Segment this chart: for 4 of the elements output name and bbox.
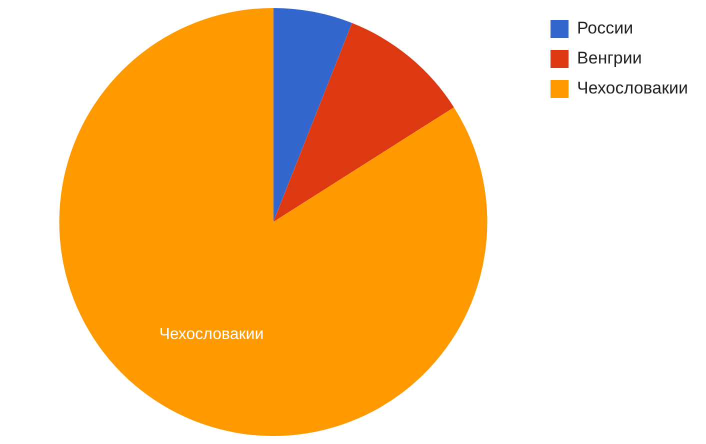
text: Чехословакии (159, 326, 264, 343)
legend-label: России (577, 18, 634, 38)
legend-label: Венгрии (577, 48, 642, 68)
legend-label: Чехословакии (577, 78, 688, 98)
